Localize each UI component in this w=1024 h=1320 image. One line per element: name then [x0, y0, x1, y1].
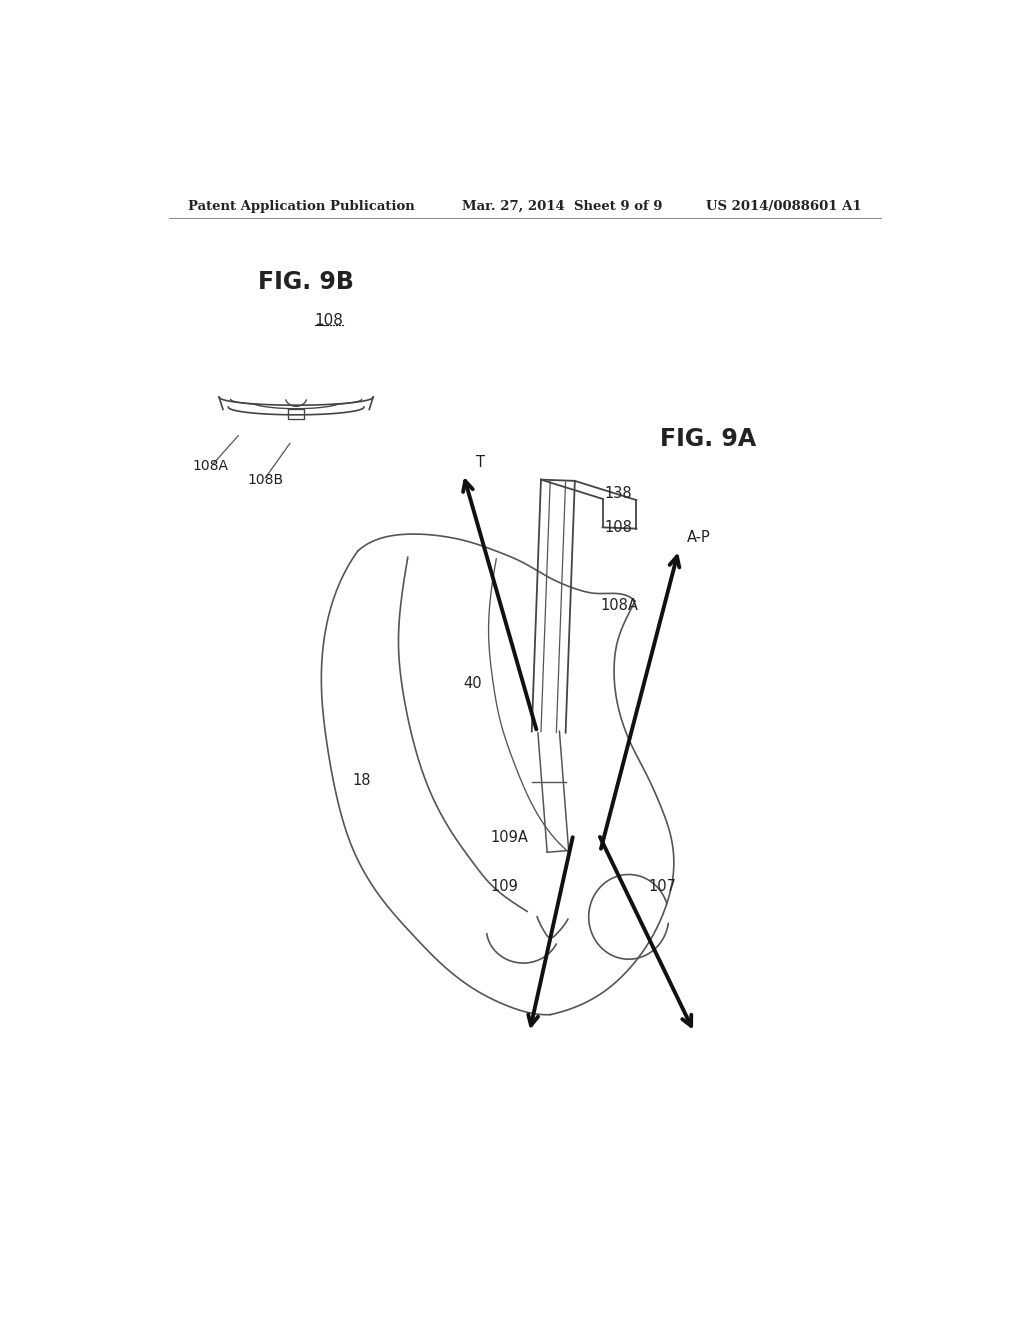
Text: T: T	[476, 455, 485, 470]
Text: FIG. 9B: FIG. 9B	[258, 269, 354, 293]
Text: FIG. 9A: FIG. 9A	[660, 428, 756, 451]
Text: 107: 107	[648, 879, 676, 894]
Text: Mar. 27, 2014  Sheet 9 of 9: Mar. 27, 2014 Sheet 9 of 9	[462, 199, 663, 213]
Text: 108: 108	[604, 520, 632, 536]
Text: Patent Application Publication: Patent Application Publication	[188, 199, 415, 213]
Text: 138: 138	[604, 486, 632, 500]
Text: US 2014/0088601 A1: US 2014/0088601 A1	[707, 199, 862, 213]
Text: 40: 40	[463, 676, 482, 692]
Text: 108A: 108A	[600, 598, 638, 612]
Text: 18: 18	[352, 774, 371, 788]
Text: 108A: 108A	[193, 459, 228, 474]
Text: 108: 108	[314, 313, 344, 327]
Text: 108B: 108B	[248, 474, 284, 487]
Text: 109A: 109A	[490, 830, 528, 845]
Text: A-P: A-P	[686, 529, 711, 545]
Text: 109: 109	[490, 879, 519, 894]
